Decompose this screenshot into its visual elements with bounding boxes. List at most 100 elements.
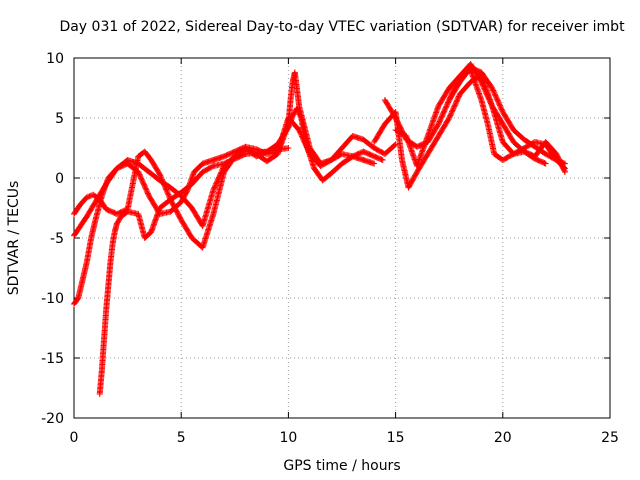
data-point <box>493 95 500 102</box>
axis-ticks <box>73 57 611 419</box>
data-point <box>141 182 148 189</box>
data-point <box>297 130 304 137</box>
data-point <box>497 103 504 110</box>
data-point <box>439 112 446 119</box>
data-point <box>455 93 462 100</box>
data-point <box>452 83 459 90</box>
data-point <box>452 81 459 88</box>
data-point <box>479 81 486 88</box>
data-point <box>446 113 453 120</box>
data-point <box>371 160 378 167</box>
x-tick-labels: 0 5 10 15 20 25 <box>70 430 619 446</box>
data-point <box>485 94 492 101</box>
data-point <box>489 86 496 93</box>
data-point <box>438 113 445 120</box>
data-point <box>438 114 445 121</box>
data-point <box>135 169 142 175</box>
data-point <box>218 169 225 176</box>
y-tick-label: 10 <box>46 51 64 67</box>
data-point <box>483 90 490 97</box>
data-point <box>165 191 172 198</box>
data-point <box>144 189 151 196</box>
data-point <box>485 95 492 102</box>
data-point <box>391 142 398 149</box>
data-point <box>157 172 164 179</box>
grid-lines <box>74 58 610 418</box>
data-point <box>212 183 219 190</box>
data-point <box>165 192 172 199</box>
data-point <box>213 179 220 186</box>
data-point <box>455 76 462 83</box>
data-point <box>496 101 503 108</box>
data-point <box>451 102 458 109</box>
data-point <box>140 181 147 188</box>
data-point <box>454 97 461 104</box>
data-point <box>140 180 147 187</box>
data-point <box>480 82 487 89</box>
data-point <box>214 178 221 185</box>
y-axis-label: SDTVAR / TECUs <box>6 181 22 296</box>
x-tick-label: 25 <box>601 430 619 446</box>
data-point <box>446 97 453 103</box>
data-point <box>214 176 221 183</box>
data-point <box>455 94 462 101</box>
data-point <box>138 176 145 183</box>
data-point <box>498 106 505 113</box>
data-point <box>442 104 449 111</box>
data-point <box>142 185 149 192</box>
data-point <box>139 177 146 184</box>
data-point <box>296 127 303 133</box>
data-point <box>446 95 453 102</box>
series-track-h <box>446 67 549 167</box>
data-point <box>481 86 488 93</box>
data-point <box>494 96 501 103</box>
data-point <box>447 112 454 119</box>
data-point <box>137 172 144 179</box>
data-point <box>437 117 444 124</box>
data-point <box>297 129 304 136</box>
data-point <box>138 175 145 182</box>
y-tick-label: -10 <box>41 291 64 307</box>
data-point <box>542 160 549 167</box>
y-tick-labels: -20 -15 -10 -5 0 5 10 <box>41 51 64 427</box>
data-point <box>498 105 505 112</box>
data-point <box>444 100 451 107</box>
data-point <box>480 84 487 91</box>
data-point <box>219 166 226 173</box>
data-point <box>449 89 456 96</box>
data-point <box>163 187 170 194</box>
data-point <box>451 84 458 91</box>
data-point <box>492 92 499 99</box>
data-point <box>491 91 498 98</box>
data-point <box>487 99 494 106</box>
y-tick-label: -20 <box>41 411 64 427</box>
data-point <box>495 100 502 107</box>
data-point <box>561 169 568 175</box>
data-point <box>446 115 453 121</box>
x-tick-label: 10 <box>279 430 297 446</box>
data-point <box>440 109 447 116</box>
data-point <box>435 121 442 127</box>
data-point <box>491 90 498 97</box>
data-point <box>450 106 457 113</box>
y-tick-label: -5 <box>50 231 64 247</box>
data-point <box>493 93 500 100</box>
data-point <box>447 111 454 118</box>
series-track-g <box>392 61 568 175</box>
y-tick-label: 0 <box>55 171 64 187</box>
data-point <box>449 108 456 115</box>
data-point <box>447 93 454 100</box>
x-tick-label: 20 <box>494 430 512 446</box>
data-point <box>216 174 223 181</box>
data-point <box>489 85 496 91</box>
data-point <box>436 118 443 125</box>
data-point <box>296 128 303 135</box>
x-tick-label: 5 <box>177 430 186 446</box>
data-point <box>478 80 485 87</box>
data-point <box>442 105 449 112</box>
data-point <box>144 190 151 197</box>
data-point <box>213 180 220 187</box>
data-point <box>164 189 171 196</box>
data-point <box>135 170 142 177</box>
